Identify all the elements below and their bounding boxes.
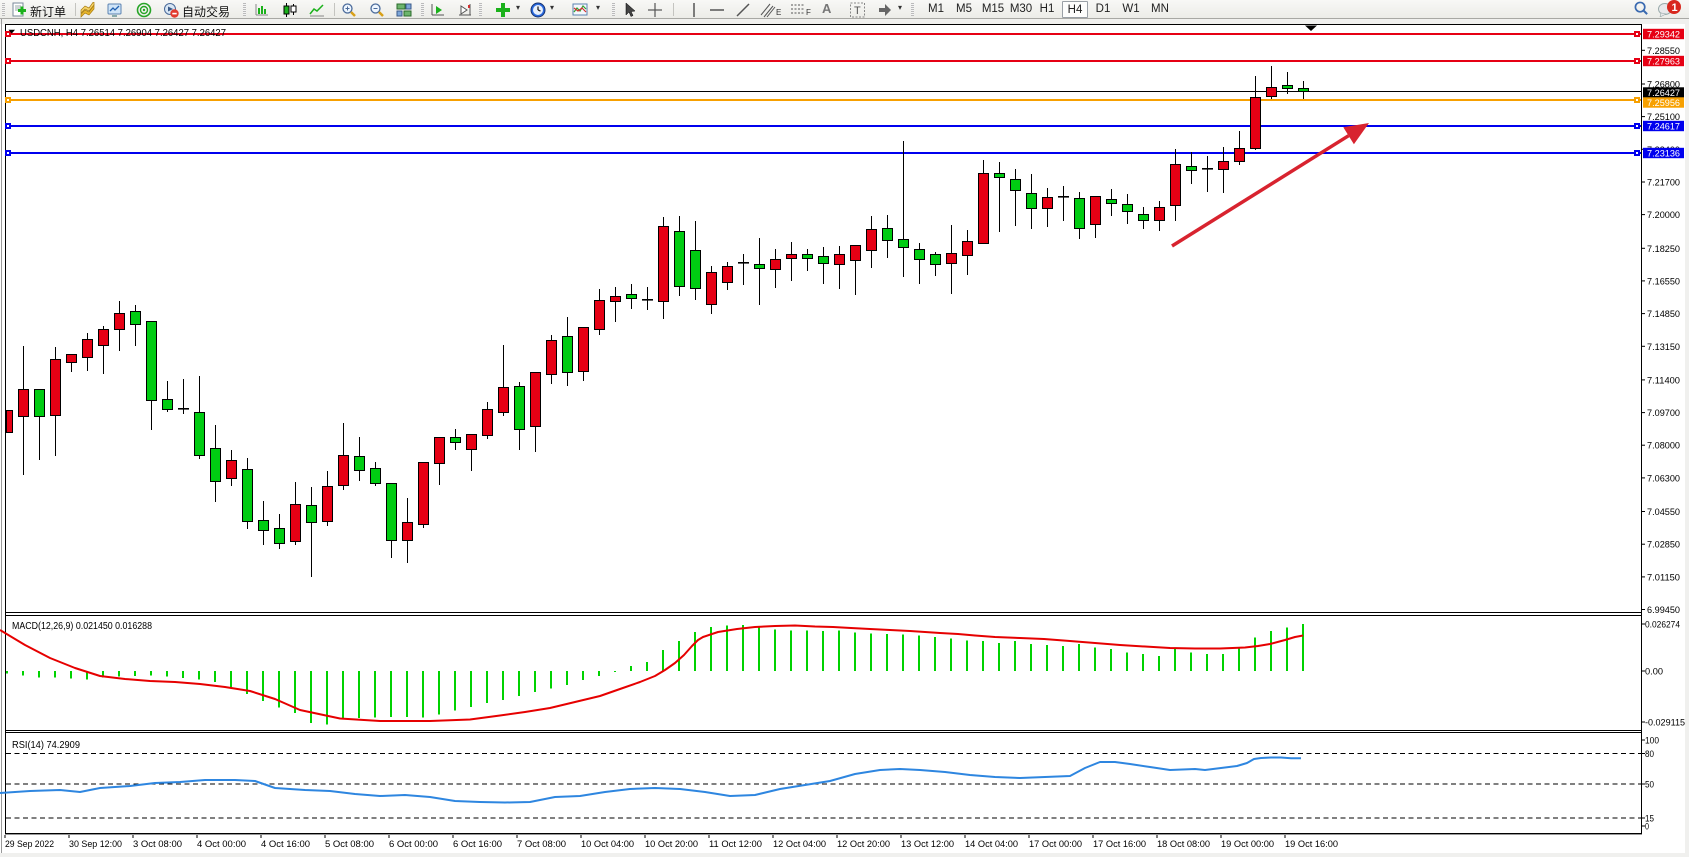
- svg-text:17 Oct 16:00: 17 Oct 16:00: [1093, 839, 1146, 850]
- svg-text:7.06300: 7.06300: [1647, 473, 1680, 484]
- svg-text:17 Oct 00:00: 17 Oct 00:00: [1029, 839, 1082, 850]
- svg-text:-0.029115: -0.029115: [1645, 718, 1685, 729]
- svg-text:0.026274: 0.026274: [1645, 620, 1680, 631]
- svg-text:7.24617: 7.24617: [1647, 122, 1680, 133]
- svg-text:5 Oct 08:00: 5 Oct 08:00: [325, 839, 374, 850]
- svg-text:7 Oct 08:00: 7 Oct 08:00: [517, 839, 566, 850]
- svg-text:15: 15: [1645, 814, 1654, 825]
- svg-text:80: 80: [1645, 749, 1654, 760]
- svg-text:7.25956: 7.25956: [1647, 98, 1680, 109]
- svg-text:7.16550: 7.16550: [1647, 276, 1680, 287]
- svg-text:7.14850: 7.14850: [1647, 309, 1680, 320]
- svg-text:10 Oct 20:00: 10 Oct 20:00: [645, 839, 698, 850]
- svg-text:7.09700: 7.09700: [1647, 408, 1680, 419]
- svg-text:RSI(14) 74.2909: RSI(14) 74.2909: [12, 740, 80, 751]
- svg-text:30 Sep 12:00: 30 Sep 12:00: [69, 839, 122, 850]
- svg-text:11 Oct 12:00: 11 Oct 12:00: [709, 839, 762, 850]
- svg-text:USDCNH, H4 7.26514 7.26904 7.: USDCNH, H4 7.26514 7.26904 7.26427 7.264…: [20, 28, 226, 39]
- svg-text:50: 50: [1645, 780, 1654, 791]
- svg-text:12 Oct 04:00: 12 Oct 04:00: [773, 839, 826, 850]
- svg-text:7.02850: 7.02850: [1647, 540, 1680, 551]
- svg-text:6 Oct 00:00: 6 Oct 00:00: [389, 839, 438, 850]
- svg-text:7.13150: 7.13150: [1647, 342, 1680, 353]
- svg-text:19 Oct 16:00: 19 Oct 16:00: [1285, 839, 1338, 850]
- svg-text:7.01150: 7.01150: [1647, 572, 1680, 583]
- svg-text:T: T: [854, 5, 861, 17]
- svg-text:7.27963: 7.27963: [1647, 57, 1680, 68]
- svg-text:10 Oct 04:00: 10 Oct 04:00: [581, 839, 634, 850]
- svg-text:0.00: 0.00: [1645, 667, 1663, 678]
- svg-text:7.20000: 7.20000: [1647, 210, 1680, 221]
- svg-text:14 Oct 04:00: 14 Oct 04:00: [965, 839, 1018, 850]
- svg-text:6 Oct 16:00: 6 Oct 16:00: [453, 839, 502, 850]
- svg-text:7.18250: 7.18250: [1647, 244, 1680, 255]
- svg-text:7.26800: 7.26800: [1647, 80, 1680, 91]
- svg-text:6.99450: 6.99450: [1647, 605, 1680, 616]
- svg-text:MACD(12,26,9) 0.021450 0.01628: MACD(12,26,9) 0.021450 0.016288: [12, 621, 152, 632]
- svg-text:7.28550: 7.28550: [1647, 46, 1680, 57]
- svg-text:4 Oct 00:00: 4 Oct 00:00: [197, 839, 246, 850]
- svg-text:7.11400: 7.11400: [1647, 375, 1680, 386]
- svg-text:4 Oct 16:00: 4 Oct 16:00: [261, 839, 310, 850]
- svg-text:7.29342: 7.29342: [1647, 30, 1680, 41]
- svg-text:7.25100: 7.25100: [1647, 112, 1680, 123]
- svg-text:7.23136: 7.23136: [1647, 149, 1680, 160]
- svg-text:18 Oct 08:00: 18 Oct 08:00: [1157, 839, 1210, 850]
- svg-text:7.08000: 7.08000: [1647, 441, 1680, 452]
- svg-text:13 Oct 12:00: 13 Oct 12:00: [901, 839, 954, 850]
- svg-text:19 Oct 00:00: 19 Oct 00:00: [1221, 839, 1274, 850]
- svg-text:100: 100: [1645, 736, 1659, 747]
- svg-text:3 Oct 08:00: 3 Oct 08:00: [133, 839, 182, 850]
- svg-text:29 Sep 2022: 29 Sep 2022: [5, 839, 54, 850]
- svg-text:0: 0: [1645, 822, 1649, 833]
- svg-text:7.26427: 7.26427: [1647, 88, 1680, 99]
- svg-text:7.04550: 7.04550: [1647, 507, 1680, 518]
- svg-text:12 Oct 20:00: 12 Oct 20:00: [837, 839, 890, 850]
- svg-text:1: 1: [1672, 2, 1678, 14]
- svg-text:7.21700: 7.21700: [1647, 178, 1680, 189]
